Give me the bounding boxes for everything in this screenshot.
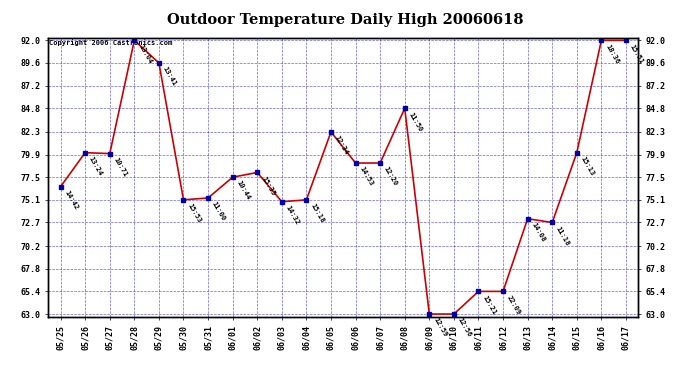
Text: 15:21: 15:21	[481, 294, 497, 316]
Text: 13:24: 13:24	[88, 155, 103, 177]
Text: 12:56: 12:56	[457, 317, 473, 338]
Text: 12:20: 12:20	[383, 166, 399, 187]
Text: 15:18: 15:18	[309, 202, 325, 224]
Text: 11:50: 11:50	[408, 111, 424, 132]
Text: 22:09: 22:09	[506, 294, 522, 316]
Text: 13:04: 13:04	[137, 43, 153, 64]
Text: Outdoor Temperature Daily High 20060618: Outdoor Temperature Daily High 20060618	[167, 13, 523, 27]
Text: 12:34: 12:34	[334, 135, 350, 156]
Text: 14:53: 14:53	[358, 166, 374, 187]
Text: 18:36: 18:36	[604, 43, 620, 64]
Text: 15:51: 15:51	[629, 43, 644, 64]
Text: 14:32: 14:32	[284, 204, 300, 226]
Text: 11:00: 11:00	[211, 201, 227, 222]
Text: 15:13: 15:13	[580, 155, 595, 177]
Text: Copyright 2006 Castronics.com: Copyright 2006 Castronics.com	[50, 39, 172, 46]
Text: 12:59: 12:59	[432, 317, 448, 338]
Text: 11:18: 11:18	[555, 225, 571, 247]
Text: 10:44: 10:44	[235, 180, 251, 201]
Text: 14:08: 14:08	[531, 222, 546, 243]
Text: 15:53: 15:53	[186, 202, 202, 224]
Text: 15:35: 15:35	[260, 175, 276, 196]
Text: 13:41: 13:41	[161, 66, 177, 87]
Text: 10:71: 10:71	[112, 156, 128, 178]
Text: 14:42: 14:42	[63, 189, 79, 211]
